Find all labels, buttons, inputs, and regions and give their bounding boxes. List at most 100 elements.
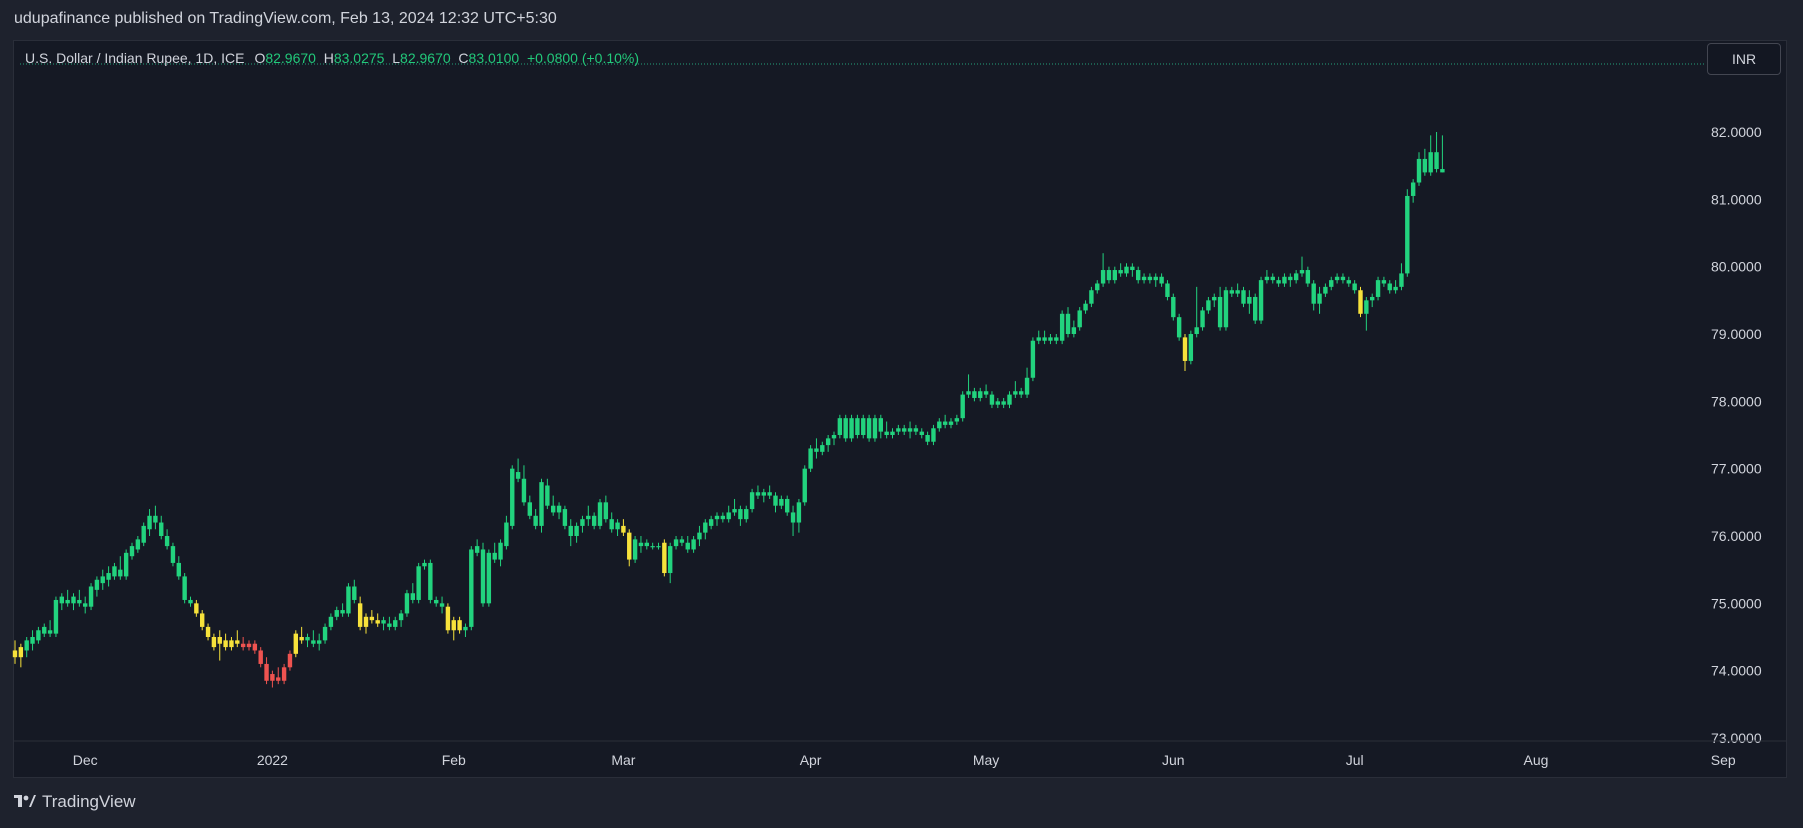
candle-body[interactable] xyxy=(785,498,790,513)
candle-body[interactable] xyxy=(381,620,386,624)
candle-body[interactable] xyxy=(1253,296,1258,321)
candle-body[interactable] xyxy=(305,637,310,641)
candle-body[interactable] xyxy=(422,562,427,567)
candle-body[interactable] xyxy=(1241,290,1246,304)
candle-body[interactable] xyxy=(673,539,679,547)
candle-body[interactable] xyxy=(1176,317,1182,338)
candle-body[interactable] xyxy=(1229,290,1234,294)
candle-body[interactable] xyxy=(884,431,889,435)
candle-body[interactable] xyxy=(42,626,47,634)
candle-body[interactable] xyxy=(749,492,755,510)
candle-body[interactable] xyxy=(1077,310,1082,328)
candle-body[interactable] xyxy=(194,603,199,614)
candle-body[interactable] xyxy=(317,640,322,644)
candle-body[interactable] xyxy=(586,515,591,520)
candle-body[interactable] xyxy=(1288,276,1293,281)
candle-body[interactable] xyxy=(1182,337,1188,361)
candle-body[interactable] xyxy=(1276,280,1281,284)
candle-body[interactable] xyxy=(504,522,509,547)
candle-body[interactable] xyxy=(1048,337,1053,341)
candle-body[interactable] xyxy=(1299,270,1305,274)
candle-body[interactable] xyxy=(1375,280,1381,297)
candle-body[interactable] xyxy=(919,431,924,435)
candle-body[interactable] xyxy=(369,616,375,621)
candle-body[interactable] xyxy=(1036,337,1041,341)
candle-body[interactable] xyxy=(258,650,263,664)
candle-body[interactable] xyxy=(77,599,82,604)
candle-body[interactable] xyxy=(697,532,702,540)
candle-body[interactable] xyxy=(1329,280,1334,287)
candle-body[interactable] xyxy=(100,576,105,584)
candle-body[interactable] xyxy=(1153,276,1158,281)
candle-body[interactable] xyxy=(515,472,521,479)
candle-body[interactable] xyxy=(217,637,222,644)
candle-body[interactable] xyxy=(1358,290,1363,314)
candle-body[interactable] xyxy=(685,542,690,550)
candle-body[interactable] xyxy=(88,586,94,607)
candle-body[interactable] xyxy=(123,552,129,577)
candle-body[interactable] xyxy=(1217,296,1223,328)
candle-body[interactable] xyxy=(679,539,685,543)
candle-body[interactable] xyxy=(703,522,708,533)
candle-body[interactable] xyxy=(843,418,848,439)
candle-body[interactable] xyxy=(1364,300,1369,314)
candle-body[interactable] xyxy=(434,599,439,604)
candle-body[interactable] xyxy=(714,515,720,520)
candle-body[interactable] xyxy=(732,509,737,513)
candle-body[interactable] xyxy=(12,650,18,658)
candle-body[interactable] xyxy=(469,549,474,627)
candle-body[interactable] xyxy=(334,610,339,617)
candle-body[interactable] xyxy=(627,532,632,560)
candle-body[interactable] xyxy=(574,525,579,536)
candle-body[interactable] xyxy=(1352,283,1357,291)
candle-body[interactable] xyxy=(902,428,907,432)
candle-body[interactable] xyxy=(831,435,837,439)
candle-body[interactable] xyxy=(948,421,954,425)
candle-body[interactable] xyxy=(820,445,825,452)
candle-body[interactable] xyxy=(539,482,544,526)
candle-body[interactable] xyxy=(1065,313,1071,334)
candle-body[interactable] xyxy=(1141,276,1147,281)
candle-body[interactable] xyxy=(954,418,960,422)
candle-body[interactable] xyxy=(235,640,240,644)
candle-body[interactable] xyxy=(229,640,234,648)
candle-body[interactable] xyxy=(1264,276,1270,281)
candle-body[interactable] xyxy=(1147,276,1153,281)
candle-body[interactable] xyxy=(293,633,298,654)
candle-body[interactable] xyxy=(36,630,41,641)
candle-body[interactable] xyxy=(398,613,404,621)
candle-body[interactable] xyxy=(1258,280,1264,321)
candle-body[interactable] xyxy=(533,515,538,526)
candle-body[interactable] xyxy=(135,539,141,550)
candle-body[interactable] xyxy=(1393,286,1398,291)
candle-body[interactable] xyxy=(1212,296,1217,301)
candle-body[interactable] xyxy=(340,610,345,614)
candle-body[interactable] xyxy=(1054,337,1059,341)
candle-body[interactable] xyxy=(1282,276,1287,284)
candle-body[interactable] xyxy=(1434,152,1439,170)
candle-body[interactable] xyxy=(1083,303,1088,311)
candle-body[interactable] xyxy=(211,637,217,648)
candle-body[interactable] xyxy=(1346,280,1351,284)
candle-body[interactable] xyxy=(1007,394,1012,405)
candle-body[interactable] xyxy=(276,677,281,681)
candle-body[interactable] xyxy=(983,391,989,395)
candle-body[interactable] xyxy=(942,421,948,425)
candle-body[interactable] xyxy=(837,418,843,435)
candle-body[interactable] xyxy=(1270,276,1275,281)
candle-body[interactable] xyxy=(790,512,796,523)
candle-body[interactable] xyxy=(1171,296,1176,318)
candle-body[interactable] xyxy=(264,663,269,681)
candle-body[interactable] xyxy=(200,613,205,627)
candle-body[interactable] xyxy=(720,515,726,520)
candle-body[interactable] xyxy=(375,620,380,624)
candle-body[interactable] xyxy=(170,546,176,563)
candle-body[interactable] xyxy=(1334,276,1340,281)
candle-body[interactable] xyxy=(1013,391,1018,395)
candle-body[interactable] xyxy=(410,593,415,600)
candle-body[interactable] xyxy=(1440,169,1445,173)
candle-body[interactable] xyxy=(1206,300,1211,311)
candle-body[interactable] xyxy=(907,428,913,432)
candle-body[interactable] xyxy=(1188,334,1194,361)
candle-body[interactable] xyxy=(322,626,328,641)
